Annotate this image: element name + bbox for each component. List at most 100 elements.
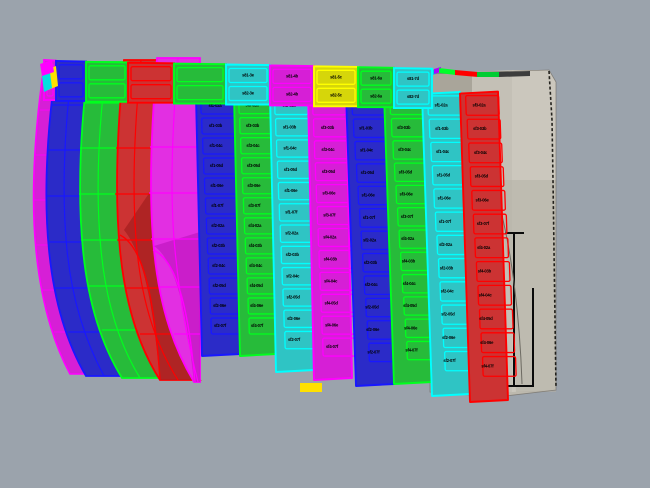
element-label: sf4-03b: [324, 256, 338, 261]
element-label: sf1-05d: [437, 172, 451, 177]
element-label: sf1-03b: [283, 124, 297, 129]
element-label: sf2-06e: [287, 316, 301, 321]
flange-cell[interactable]: [85, 60, 129, 103]
element-label: sf3-02a: [472, 102, 486, 107]
element-label: sf4-04c: [403, 281, 417, 286]
element-label: sf3-06e: [400, 192, 414, 197]
element-label: sf4-06e: [404, 325, 418, 330]
element-label: sf2-07f: [367, 349, 380, 354]
element-label: sf2-04c: [212, 263, 226, 268]
element-label: sf4-02a: [477, 245, 491, 250]
mesh-cell: [228, 85, 268, 102]
mesh-cell: [468, 142, 503, 164]
element-label: sf4-07f: [326, 344, 339, 349]
mesh-cell: [316, 87, 356, 103]
element-label: sf4-06e: [480, 340, 494, 345]
element-label: sf2-05d: [365, 305, 379, 310]
element-label: sf2-03b: [364, 260, 378, 265]
element-label: sf2-06e: [366, 327, 380, 332]
element-label: sf3-04c: [474, 150, 488, 155]
element-label: s82-3e: [242, 91, 255, 96]
element-label: sf2-07f: [214, 323, 227, 328]
element-label: sf2-02a: [285, 231, 299, 236]
element-label: sf3-07f: [323, 213, 336, 218]
element-label: sf3-04c: [321, 147, 335, 152]
flange-cell[interactable]: [127, 61, 175, 104]
flange-cell[interactable]: s81-7d s82-7d: [393, 67, 433, 110]
element-label: sf1-04c: [283, 146, 297, 151]
element-label: sf3-03b: [473, 126, 487, 131]
upper-flange-row[interactable]: s81-3es82-3es81-4bs82-4bs81-5cs82-5cs81-…: [43, 59, 433, 110]
element-label: sf3-03b: [246, 123, 260, 128]
element-label: s81-7d: [407, 76, 420, 81]
element-label: sf2-03b: [440, 265, 454, 270]
element-label: s81-3e: [242, 73, 255, 78]
element-label: sf1-05d: [361, 170, 375, 175]
element-mesh[interactable]: sf1-02a sf1-03b sf1-04c sf1-05d sf1-06e sf1-0…: [32, 57, 517, 403]
element-label: sf4-05d: [325, 300, 339, 305]
mesh-cell: [477, 284, 513, 306]
mesh-cell: [272, 68, 312, 85]
element-label: sf2-04c: [441, 289, 455, 294]
element-label: sf4-07f: [251, 323, 264, 328]
element-label: sf3-04c: [246, 143, 260, 148]
flange-cell[interactable]: [173, 62, 227, 105]
element-label: sf1-07f: [363, 215, 376, 220]
element-label: sf3-06e: [476, 197, 490, 202]
element-label: sf4-05d: [250, 283, 264, 288]
mesh-cell: [316, 69, 356, 85]
mesh-cell: [480, 332, 516, 354]
element-label: sf2-04c: [365, 282, 379, 287]
element-label: sf1-07f: [211, 203, 224, 208]
element-label: sf1-06e: [438, 196, 452, 201]
element-label: sf1-02a: [208, 103, 222, 108]
element-label: sf3-07f: [401, 214, 414, 219]
mesh-column-col-10[interactable]: sf1-02asf1-03bsf1-04csf1-05dsf1-06esf1-0…: [345, 91, 403, 387]
element-label: sf4-05d: [403, 303, 417, 308]
element-label: sf1-04c: [436, 149, 450, 154]
mesh-column-col-12[interactable]: sf1-02a sf1-03b sf1-04c sf1-05d sf1-06e sf1-0…: [421, 90, 479, 397]
element-label: sf2-07f: [288, 337, 301, 342]
element-label: sf3-05d: [399, 169, 413, 174]
flange-cell[interactable]: s81-3e s82-3e: [225, 63, 271, 106]
mesh-cell: [272, 86, 312, 103]
flange-cell[interactable]: s81-6a s82-6a: [357, 66, 395, 109]
element-label: s81-4b: [286, 73, 299, 78]
mesh-cell: [176, 66, 224, 83]
element-label: sf3-07f: [477, 221, 490, 226]
flange-cell[interactable]: [55, 59, 87, 102]
element-label: sf4-04c: [479, 292, 493, 297]
labelled-element-columns[interactable]: sf1-02a sf1-03b sf1-04c sf1-05d sf1-06e sf1-0…: [195, 90, 517, 403]
element-label: sf1-07f: [439, 219, 452, 224]
flange-cell[interactable]: s81-5c s82-5c: [313, 65, 359, 108]
mesh-cell: [481, 355, 517, 377]
mesh-cell: [466, 118, 502, 140]
element-label: sf2-04c: [286, 273, 300, 278]
element-label: sf2-06e: [442, 335, 456, 340]
element-label: sf3-05d: [322, 169, 336, 174]
mesh-cell: [474, 237, 510, 259]
element-label: sf4-03b: [478, 269, 492, 274]
element-label: sf4-02a: [323, 235, 337, 240]
mesh-cell: [130, 66, 172, 82]
mesh-column-col-13[interactable]: sf3-02a sf3-03b sf3-04c sf3-05d sf3-06e sf3-0…: [459, 90, 517, 403]
element-label: s81-6a: [370, 75, 383, 80]
mesh-cell: [396, 89, 430, 105]
element-label: s82-6a: [370, 93, 383, 98]
mesh-cell: [228, 67, 268, 84]
element-label: sf4-03b: [402, 258, 416, 263]
element-label: sf1-04c: [360, 148, 374, 153]
mesh-column-col-06[interactable]: sf1-02a sf1-03b sf1-04c sf1-05d sf1-06e sf1-0…: [195, 93, 245, 357]
element-label: sf3-03b: [321, 125, 335, 130]
mesh-cell: [478, 308, 514, 330]
flange-cell[interactable]: s81-4b s82-4b: [269, 64, 315, 107]
element-label: sf1-05d: [284, 167, 298, 172]
element-label: sf2-02a: [363, 237, 377, 242]
element-label: sf3-04c: [398, 147, 412, 152]
element-label: sf4-02a: [248, 223, 262, 228]
element-label: s81-5c: [330, 74, 343, 79]
element-label: sf1-06e: [284, 188, 298, 193]
mesh-band-magenta-left[interactable]: [149, 57, 201, 383]
